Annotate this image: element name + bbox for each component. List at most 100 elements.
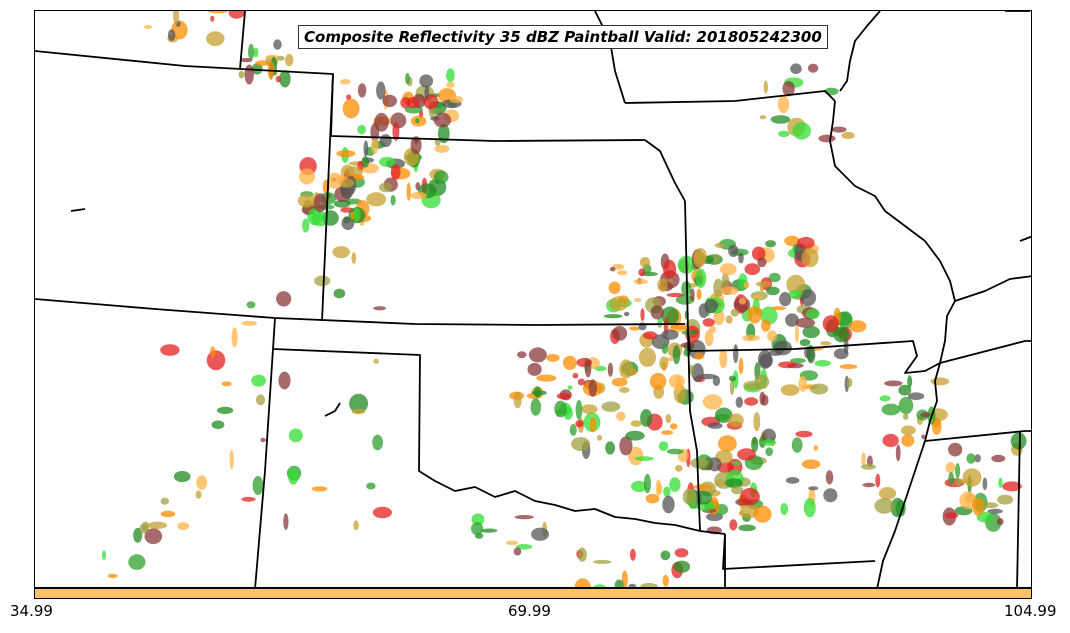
storm-blob [966,453,976,464]
storm-blob [900,425,916,436]
storm-blob [759,285,765,292]
storm-blob [972,497,985,516]
storm-blob [691,363,704,382]
storm-blob [682,488,697,505]
storm-blob [907,392,925,401]
storm-blob [998,477,1003,488]
storm-blob [982,477,988,491]
storm-blob [996,518,1004,526]
ky-east [1019,235,1031,242]
storm-blob [643,331,658,340]
colorbar-tick-max: 104.99 [1004,602,1057,620]
storm-blob [596,434,603,441]
storm-blob [128,554,146,570]
storm-blob [737,448,756,461]
storm-blob [605,441,616,455]
storm-blob [728,375,737,382]
storm-blob [690,457,709,469]
storm-blob [144,528,163,545]
storm-blob [839,364,858,370]
storm-blob [333,288,346,299]
storm-blob [366,482,376,490]
storm-blob [195,490,202,499]
storm-blob [755,281,772,287]
storm-blob [277,55,285,61]
storm-blob [603,314,623,319]
storm-blob [584,359,592,378]
storm-blob [784,235,800,247]
wy-ne-border [35,50,646,142]
storm-blob [945,462,956,474]
storm-blob [216,406,234,414]
storm-blob [638,347,657,367]
storm-blob [813,445,818,451]
il-in-line [839,11,881,92]
storm-blob [901,434,915,447]
storm-blob [173,11,180,25]
storm-blob [759,353,773,368]
storm-blob [366,192,387,207]
storm-blob [744,397,758,406]
mississippi-river [829,100,956,442]
storm-blob [581,404,598,414]
storm-blob [921,434,926,440]
storm-blob [471,522,484,536]
storm-blob [530,398,542,416]
storm-blob [778,130,790,137]
storm-blob [759,391,766,406]
storm-blob [657,278,668,292]
storm-blob [732,461,741,466]
storm-blob [332,246,350,259]
storm-blob [695,268,707,289]
storm-blob [714,242,725,248]
storm-blob [786,274,806,295]
storm-blob [718,435,737,452]
ms-al-border [1016,430,1021,587]
storm-blob [645,493,660,504]
storm-blob [173,471,191,483]
storm-blob [797,236,815,249]
storm-blob [617,270,628,276]
storm-blob [862,482,876,488]
storm-blob [240,58,253,63]
storm-blob [798,375,807,392]
storm-blob [719,263,737,276]
storm-blob [806,308,820,320]
map-panel: Composite Reflectivity 35 dBZ Paintball … [34,10,1032,588]
colorbar-tick-mid: 69.99 [508,602,551,620]
storm-blob [799,339,811,346]
storm-blob [778,361,797,369]
storm-blob [373,306,387,311]
storm-blob [657,483,663,495]
storm-blob [536,374,557,382]
storm-blob [208,11,228,14]
state-boundary-map [35,11,1031,587]
storm-blob [379,156,396,168]
storm-blob [246,301,256,309]
storm-blob [167,29,176,41]
storm-blob [814,360,831,367]
storm-blob [878,487,897,500]
storm-blob [572,372,579,379]
storm-blob [601,401,621,412]
colorbar [34,588,1032,599]
storm-blob [962,468,982,487]
storm-blob [657,318,663,328]
storm-blob [1010,432,1027,450]
storm-blob [288,428,303,443]
storm-blob [283,513,289,530]
co-lake [70,208,86,212]
storm-blob [612,326,628,341]
storm-blob [107,573,118,579]
storm-blob [712,375,721,387]
tx-nm-border [254,348,274,587]
storm-blob [372,434,383,451]
storm-blob [593,559,612,564]
storm-blob [392,122,400,141]
storm-blob [357,124,366,135]
storm-blob [666,448,684,455]
storm-blob [761,428,776,444]
storm-blob [333,199,351,208]
storm-blob [751,436,759,453]
storm-blob [825,470,834,485]
